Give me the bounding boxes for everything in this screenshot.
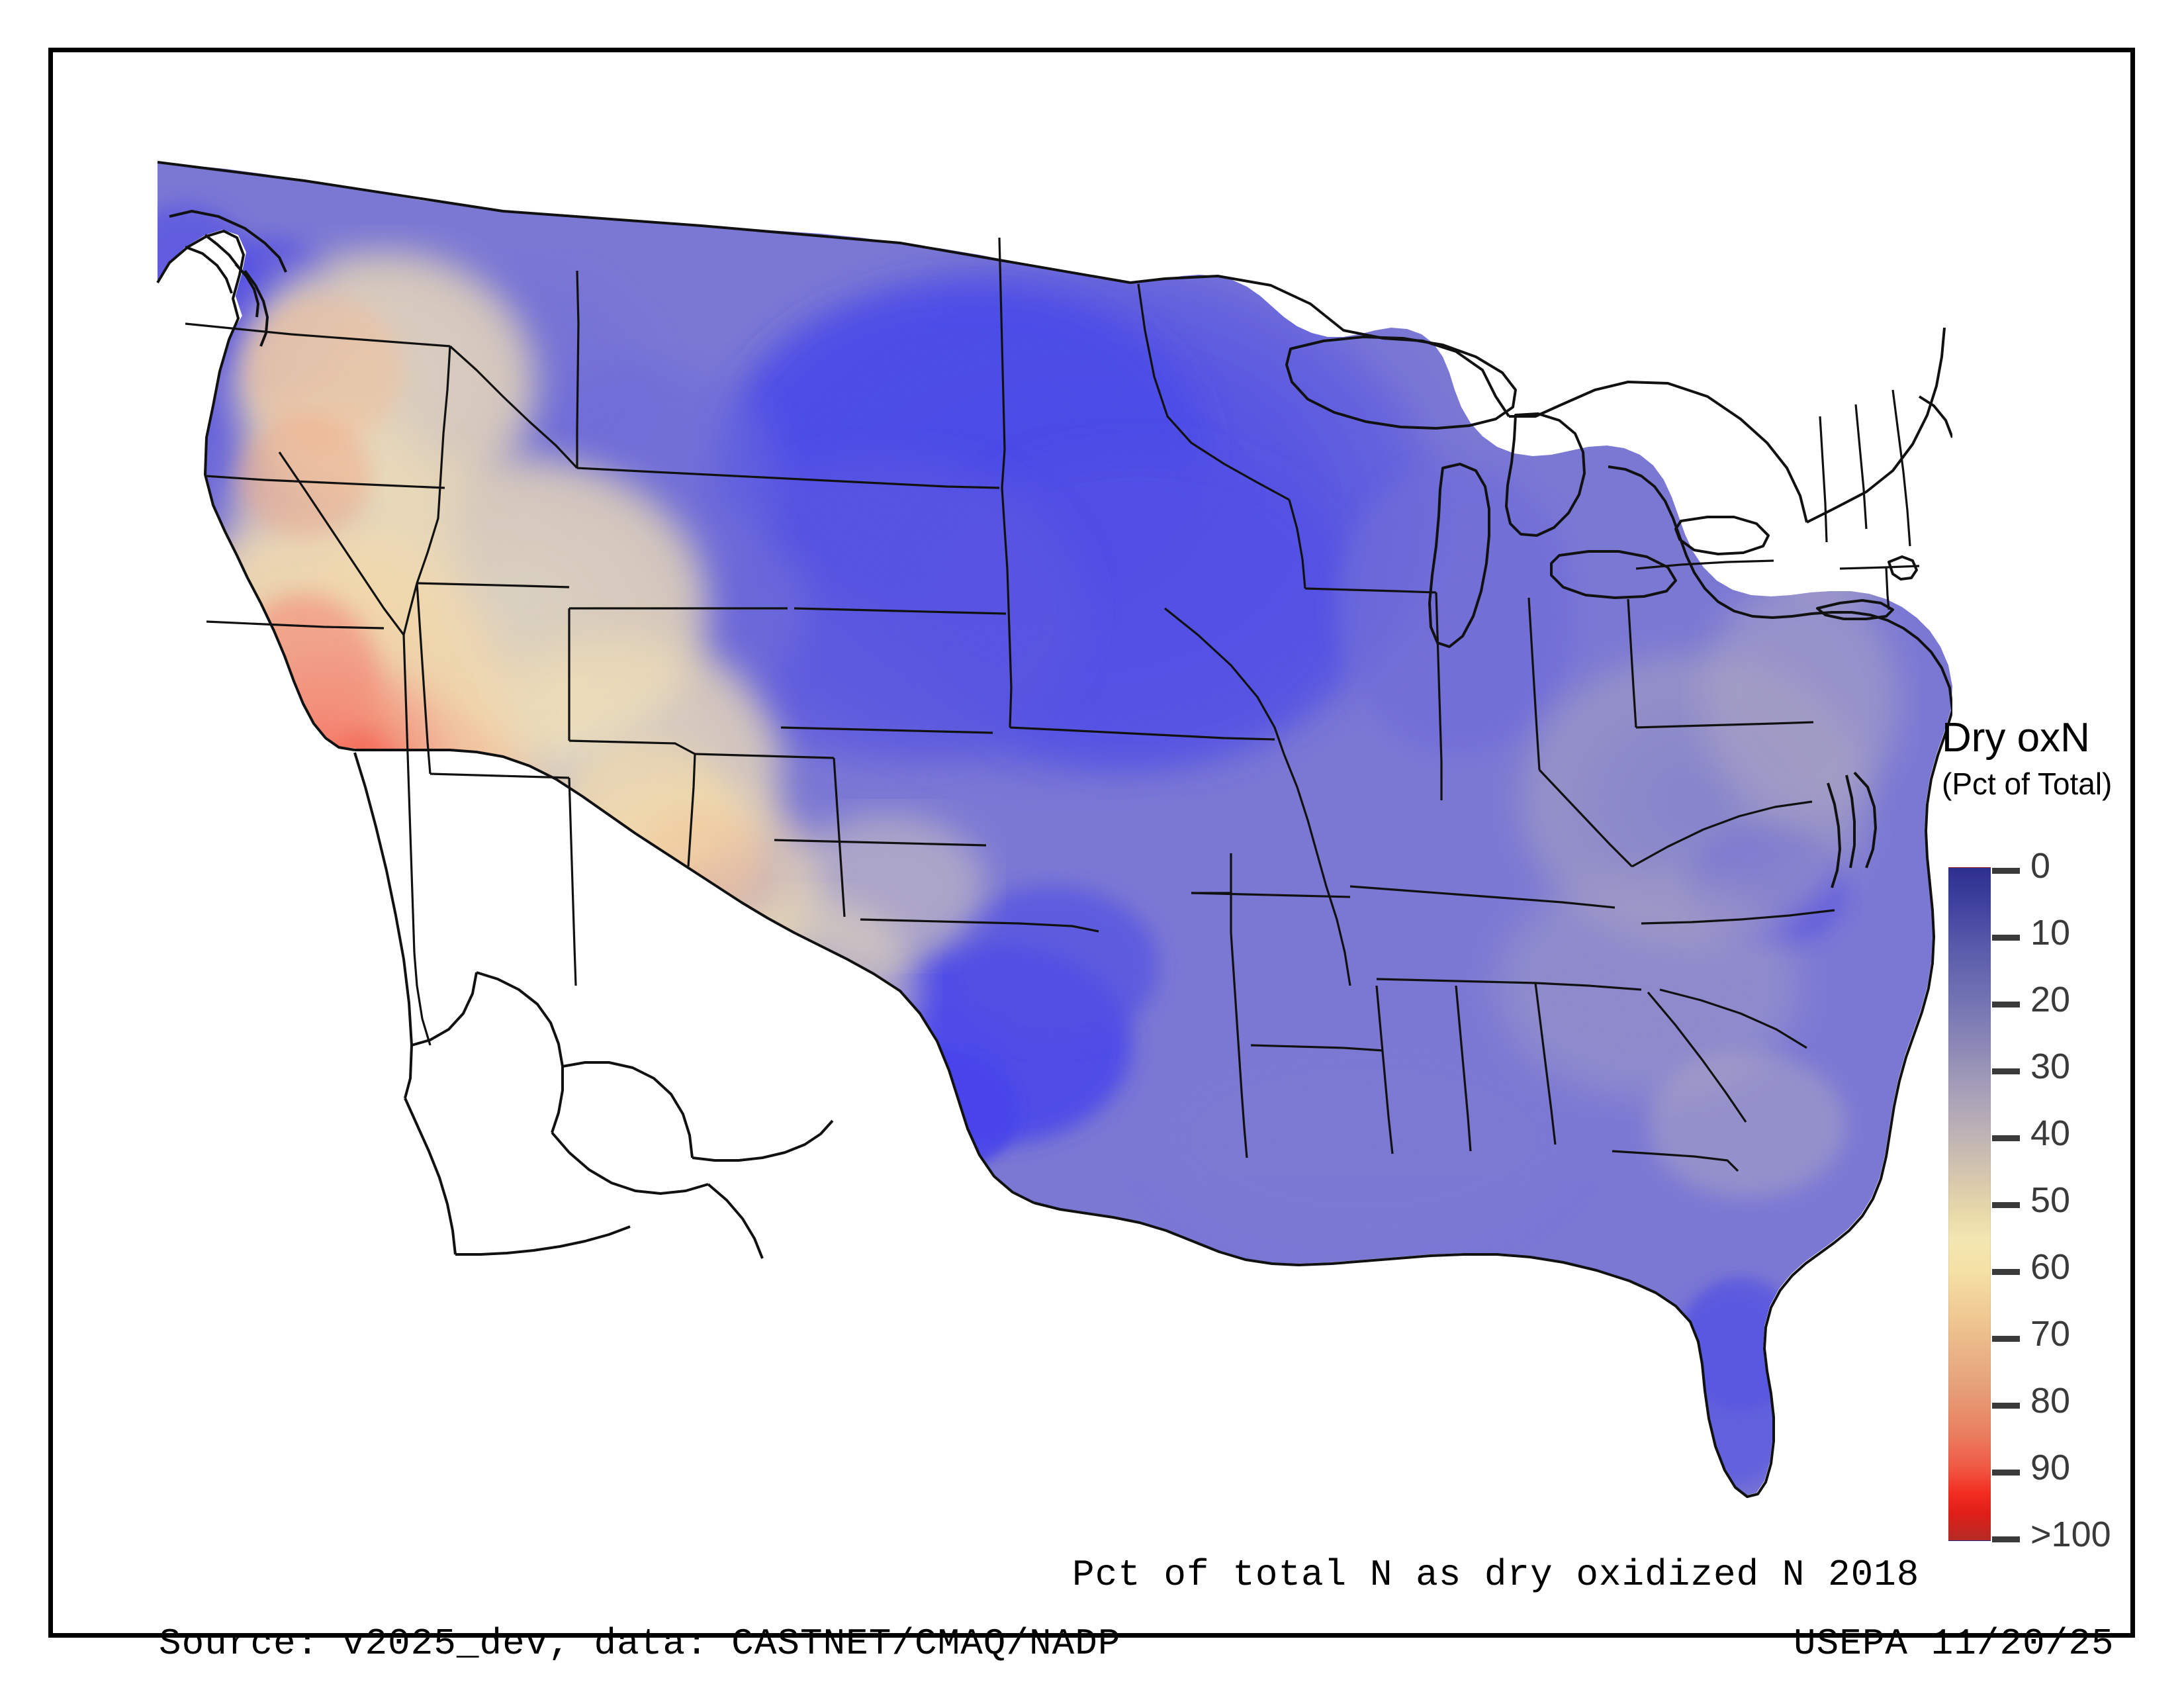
- colorbar-label-50: 50: [2030, 1180, 2071, 1220]
- legend-subtitle: (Pct of Total): [1942, 767, 2113, 801]
- colorbar-tick-10: [1992, 935, 2020, 941]
- colorbar-tick-90: [1992, 1470, 2020, 1476]
- colorbar-tick-40: [1992, 1135, 2020, 1141]
- colorbar-tick-20: [1992, 1002, 2020, 1008]
- colorbar-tick-100: [1992, 1536, 2020, 1542]
- colorbar-tick-50: [1992, 1202, 2020, 1208]
- source-caption: Source: v2025_dev, data: CASTNET/CMAQ/NA…: [159, 1622, 1121, 1665]
- colorbar-label-40: 40: [2030, 1113, 2071, 1153]
- colorbar-label-90: 90: [2030, 1448, 2071, 1487]
- colorbar-gradient: [1948, 867, 1991, 1541]
- figure-frame: Dry oxN (Pct of Total) 0 10 20 30 40 50 …: [48, 48, 2135, 1665]
- legend-title: Dry oxN: [1942, 715, 2090, 761]
- legend: Dry oxN (Pct of Total) 0 10 20 30 40 50 …: [1931, 714, 2184, 1555]
- agency-date-caption: USEPA 11/20/25: [1794, 1622, 2115, 1665]
- colorbar-tick-60: [1992, 1269, 2020, 1275]
- colorbar-label-80: 80: [2030, 1381, 2071, 1421]
- colorbar-tick-70: [1992, 1336, 2020, 1342]
- colorbar-label-70: 70: [2030, 1314, 2071, 1354]
- colorbar-label-0: 0: [2030, 846, 2051, 886]
- colorbar-label-60: 60: [2030, 1247, 2071, 1287]
- colorbar-tick-30: [1992, 1068, 2020, 1074]
- colorbar-label-30: 30: [2030, 1047, 2071, 1086]
- us-choropleth-map: [106, 105, 1952, 1548]
- map-title-caption: Pct of total N as dry oxidized N 2018: [1072, 1554, 1920, 1596]
- colorbar-label-over100: >100: [2030, 1515, 2111, 1554]
- colorbar-tick-0: [1992, 868, 2020, 874]
- political-boundaries: [156, 161, 1952, 1498]
- colorbar-label-10: 10: [2030, 913, 2071, 953]
- colorbar-label-20: 20: [2030, 980, 2071, 1019]
- map-canvas: [106, 105, 1952, 1548]
- colorbar-tick-80: [1992, 1403, 2020, 1409]
